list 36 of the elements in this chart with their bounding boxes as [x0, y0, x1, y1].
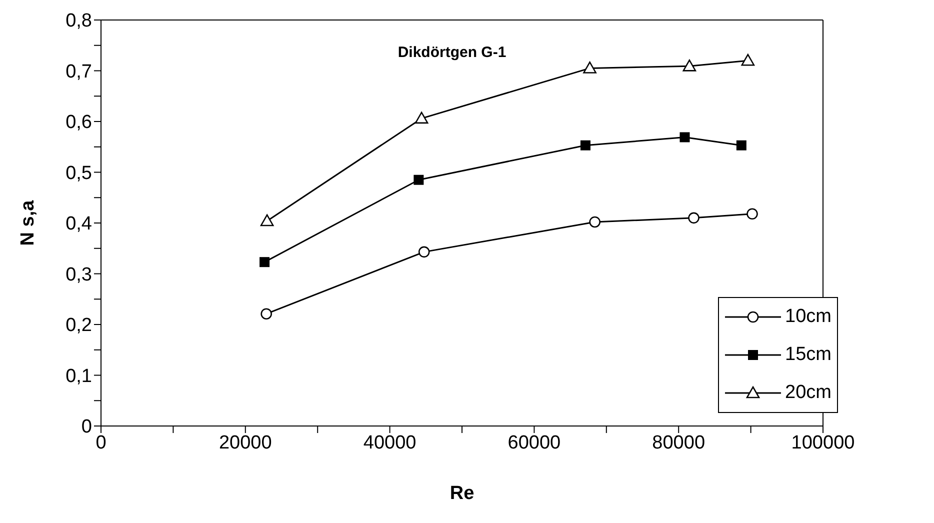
- text: Dikdörtgen G-1: [398, 44, 506, 61]
- point: [580, 140, 590, 150]
- y-tick-label: 0,3: [66, 264, 92, 286]
- y-tick-label: 0,5: [66, 162, 92, 184]
- point: [680, 132, 690, 142]
- x-tick-label: 60000: [508, 432, 561, 454]
- point: [682, 60, 696, 72]
- point: [688, 212, 700, 224]
- legend-label: 10cm: [785, 306, 832, 328]
- y-tick-label: 0,1: [66, 366, 92, 387]
- x-tick-label: 0: [96, 432, 106, 454]
- x-tick-label: 100000: [791, 432, 855, 454]
- point: [418, 246, 430, 258]
- y-tick-label: 0,8: [66, 10, 92, 32]
- point: [589, 216, 600, 228]
- x-tick-label: 40000: [363, 432, 416, 454]
- point: [260, 214, 274, 226]
- legend-label: 20cm: [785, 382, 832, 404]
- y-tick-label: 0: [81, 416, 92, 438]
- y-tick-label: 0,7: [66, 61, 92, 82]
- x-tick-label: 80000: [652, 432, 706, 454]
- legend-label: 15cm: [785, 344, 832, 366]
- y-axis-title: N s,a: [18, 200, 39, 246]
- point: [741, 54, 755, 66]
- point: [736, 140, 746, 150]
- y-tick-label: 0,6: [66, 112, 92, 134]
- point: [414, 112, 428, 124]
- y-tick-label: 0,2: [66, 315, 92, 336]
- point: [583, 62, 596, 74]
- point: [414, 174, 424, 185]
- point: [260, 257, 270, 268]
- point: [746, 208, 758, 220]
- point: [260, 308, 272, 320]
- x-axis-title: Re: [450, 483, 474, 504]
- x-tick-label: 20000: [218, 432, 272, 454]
- y-tick-label: 0,4: [66, 214, 92, 235]
